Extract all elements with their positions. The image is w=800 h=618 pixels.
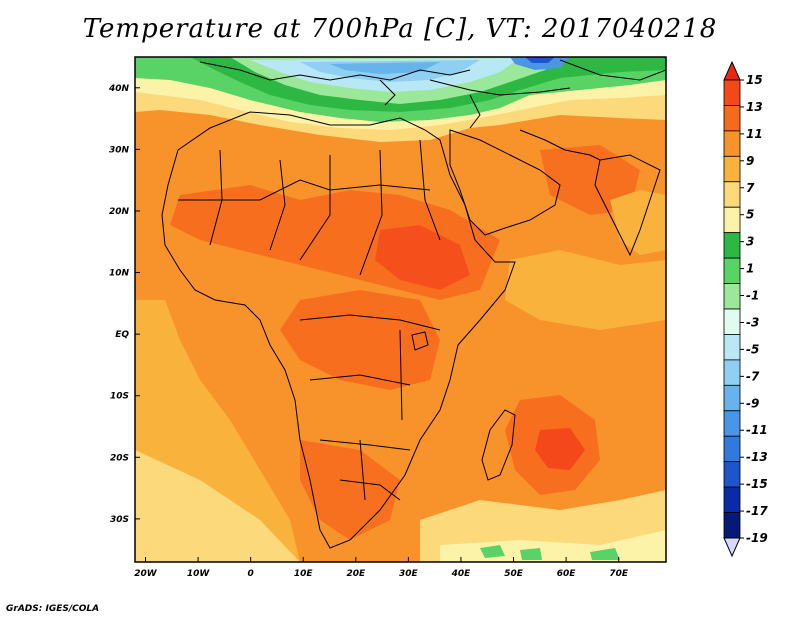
longitude-axis: 20W 10W 0 10E 20E 30E 40E 50E 60E 70E	[134, 557, 629, 579]
map-title: Temperature at 700hPa [C], VT: 201704021…	[82, 14, 718, 44]
colorbar-segment	[723, 257, 741, 284]
colorbar-segment	[723, 461, 741, 488]
colorbar-min-arrow	[723, 537, 741, 558]
temperature-field	[135, 57, 666, 562]
colorbar-label: -17	[746, 504, 768, 518]
colorbar-segment	[723, 486, 741, 513]
lon-label: 40E	[451, 569, 472, 579]
colorbar-segment	[723, 384, 741, 412]
colorbar-label: 13	[746, 100, 763, 114]
colorbar-label: 3	[746, 235, 754, 249]
latitude-axis: 40N 30N 20N 10N EQ 10S 20S 30S	[108, 84, 140, 525]
colorbar-label: 15	[746, 73, 763, 87]
colorbar-segment	[723, 130, 741, 157]
colorbar-label: -1	[746, 289, 759, 303]
colorbar-max-arrow	[723, 60, 741, 81]
colorbar-segment	[723, 512, 741, 539]
colorbar-label: 11	[746, 127, 763, 141]
grads-credit: GrADS: IGES/COLA	[6, 604, 100, 614]
colorbar-segment	[723, 283, 741, 310]
lat-label: 30N	[109, 145, 130, 155]
colorbar-segment	[723, 334, 741, 361]
colorbar-label: -19	[746, 531, 768, 545]
lon-label: 50E	[504, 569, 524, 579]
colorbar-label: -3	[746, 315, 759, 329]
colorbar-segment	[723, 79, 741, 106]
colorbar-segment	[723, 308, 741, 335]
colorbar-segment	[723, 359, 741, 386]
colorbar: 15 13 11 9 7 5 3 1 -1 -3 -5 -7 -9 -11 -13 -15 -17 -19	[723, 60, 768, 558]
lat-label: 30S	[110, 515, 129, 525]
colorbar-label: -9	[746, 396, 759, 410]
lon-label: 30E	[399, 569, 419, 579]
colorbar-segment	[723, 155, 741, 183]
lon-label: 0	[248, 569, 254, 579]
lat-label: 40N	[108, 84, 130, 94]
colorbar-segment	[723, 105, 741, 132]
country-boundaries	[161, 59, 666, 549]
lon-label: 10E	[294, 569, 314, 579]
colorbar-label: -5	[746, 342, 759, 356]
colorbar-segment	[723, 181, 741, 208]
lat-label: 10N	[109, 269, 130, 279]
lat-label: 20S	[110, 453, 129, 463]
colorbar-segment	[723, 435, 741, 463]
colorbar-segment	[723, 206, 741, 234]
lon-label: 10W	[187, 569, 211, 579]
lon-label: 20E	[346, 569, 366, 579]
colorbar-label: 5	[746, 208, 754, 222]
lon-label: 70E	[609, 569, 629, 579]
colorbar-label: 9	[746, 154, 754, 168]
colorbar-label: 7	[746, 181, 755, 195]
colorbar-segment	[723, 232, 741, 259]
colorbar-label: 1	[746, 262, 754, 276]
lat-label: 10S	[110, 392, 129, 402]
map-frame	[134, 56, 667, 563]
lat-label: EQ	[115, 330, 129, 340]
lon-label: 20W	[134, 569, 158, 579]
colorbar-segment	[723, 410, 741, 437]
colorbar-label: -15	[746, 477, 768, 491]
colorbar-label: -13	[746, 450, 768, 464]
lat-label: 20N	[109, 207, 130, 217]
lon-label: 60E	[557, 569, 577, 579]
colorbar-label: -7	[746, 369, 760, 383]
colorbar-label: -11	[746, 423, 768, 437]
